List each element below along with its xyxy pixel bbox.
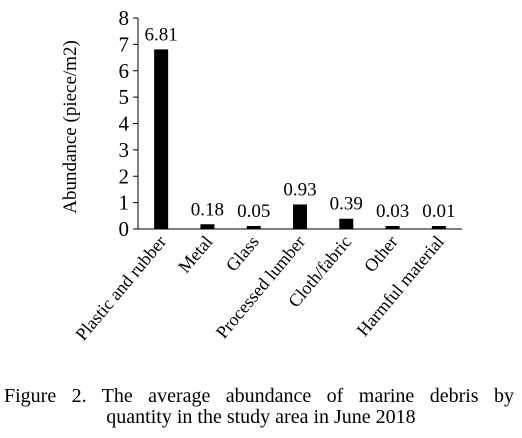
y-tick-label: 5 <box>119 85 130 109</box>
bars <box>154 49 446 230</box>
bar-2 <box>246 226 261 229</box>
figure-caption: Figure 2. The average abundance of marin… <box>0 386 522 428</box>
bar-0 <box>154 49 169 230</box>
bar-1 <box>200 224 215 229</box>
x-tick-label-1: Metal <box>174 232 216 277</box>
y-axis-title: Abundance (piece/m2) <box>60 40 81 214</box>
y-tick-label: 0 <box>119 217 130 241</box>
y-tick-label: 1 <box>119 191 130 215</box>
bar-3 <box>293 204 307 229</box>
data-label-5: 0.03 <box>376 201 409 222</box>
data-label-0: 6.81 <box>145 24 178 45</box>
data-label-3: 0.93 <box>283 179 316 200</box>
y-tick-label: 8 <box>119 6 130 30</box>
y-tick-label: 7 <box>119 32 130 56</box>
data-label-2: 0.05 <box>237 201 270 222</box>
bar-chart: 01 234 56 78 6.81 0.18 0.05 0.93 0.39 0.03 0.01 P… <box>60 6 462 344</box>
caption-line-1: Figure 2. The average abundance of marin… <box>4 385 514 407</box>
y-tick-label: 4 <box>119 112 130 136</box>
data-labels: 6.81 0.18 0.05 0.93 0.39 0.03 0.01 <box>145 24 456 222</box>
bar-5 <box>385 226 400 229</box>
y-tick-label: 2 <box>119 164 130 188</box>
x-tick-label-6: Harmful material <box>353 232 448 340</box>
y-tick-label: 3 <box>119 138 130 162</box>
bar-4 <box>339 218 354 229</box>
x-tick-label-2: Glass <box>222 232 263 275</box>
data-label-4: 0.39 <box>330 194 363 215</box>
data-label-1: 0.18 <box>191 199 224 220</box>
x-tick-label-5: Other <box>360 232 402 276</box>
bar-6 <box>431 226 446 229</box>
y-tick-label: 6 <box>119 59 130 83</box>
data-label-6: 0.01 <box>422 201 455 222</box>
caption-line-2: quantity in the study area in June 2018 <box>106 406 416 428</box>
x-tick-label-0: Plastic and rubber <box>71 232 170 344</box>
